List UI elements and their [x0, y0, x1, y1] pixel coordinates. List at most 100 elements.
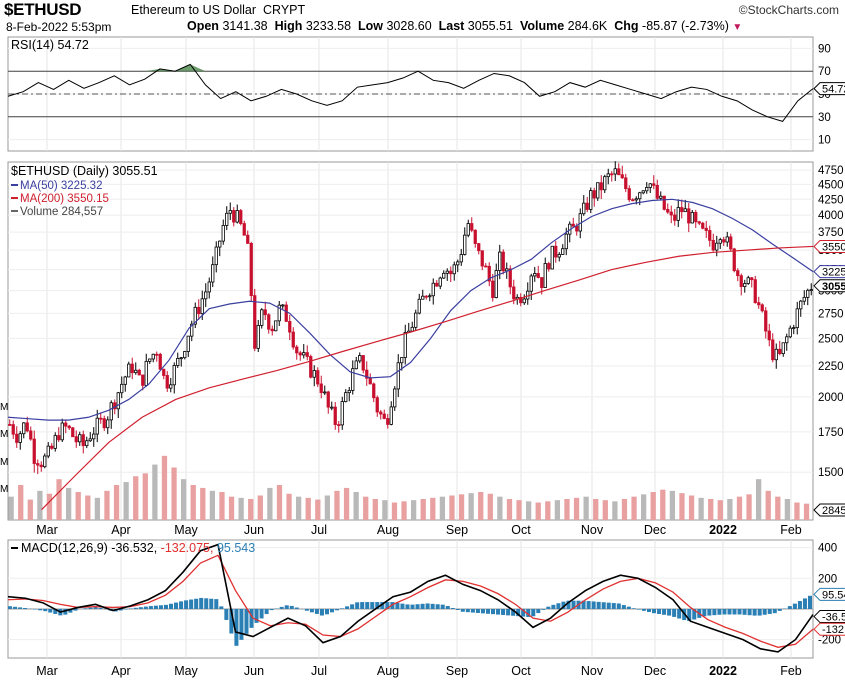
candle-body: [543, 263, 547, 288]
candle-body: [396, 362, 400, 390]
volume-bar: [765, 490, 771, 520]
price-tick-label: 4750: [818, 165, 844, 177]
macd-histogram-bar: [707, 608, 712, 616]
chg-label: Chg: [614, 19, 639, 33]
candle-body: [284, 304, 288, 322]
volume-bar: [85, 495, 91, 520]
candle-body: [53, 435, 57, 449]
volume-bar: [94, 497, 101, 520]
price-tick-label: 4500: [818, 179, 844, 191]
macd-histogram-bar: [68, 608, 73, 613]
candle-body: [666, 208, 670, 213]
volume-bar: [113, 485, 120, 520]
macd-histogram-bar: [143, 606, 148, 609]
macd-histogram-bar: [787, 606, 792, 609]
candle-body: [410, 326, 414, 332]
volume-bar: [228, 496, 235, 520]
candle-body: [414, 312, 418, 328]
candle-body: [540, 277, 544, 288]
high-value: 3233.58: [305, 19, 352, 33]
macd-histogram-bar: [370, 602, 375, 609]
macd-histogram-bar: [138, 607, 143, 609]
candle-body: [631, 199, 635, 202]
candle-body: [704, 227, 708, 231]
price-panel-frame: [7, 161, 814, 521]
candle-body: [613, 168, 617, 175]
candle-body: [246, 234, 250, 244]
macd-x-label: 2022: [709, 664, 737, 678]
macd-histogram-bar: [657, 608, 662, 614]
candle-body: [519, 296, 523, 304]
candle-body: [351, 368, 355, 391]
candle-body: [554, 245, 558, 258]
price-tick-label: 1500: [818, 467, 844, 479]
candle-body: [95, 417, 99, 435]
macd-histogram-bar: [702, 608, 707, 617]
macd-histogram-bar: [485, 608, 490, 614]
macd-histogram-bar: [400, 603, 405, 609]
volume-bar: [784, 499, 791, 520]
volume-bar: [468, 493, 474, 520]
candle-body: [809, 289, 813, 292]
macd-histogram-bar: [98, 607, 103, 609]
macd-histogram-bar: [742, 608, 747, 615]
candle-body: [134, 369, 138, 374]
candle-body: [25, 422, 29, 432]
volume-bar: [526, 501, 532, 520]
candle-body: [442, 272, 446, 279]
volume-bar: [238, 497, 244, 520]
candle-body: [74, 436, 78, 443]
macd-histogram-bar: [8, 606, 13, 609]
candle-body: [669, 211, 673, 216]
candle-body: [746, 277, 750, 284]
volume-bar: [27, 499, 33, 520]
macd-histogram-bar: [672, 608, 677, 617]
volume-bar: [612, 501, 618, 520]
macd-histogram-bar: [606, 602, 611, 609]
macd-signal-legend: -132.075,: [161, 541, 217, 555]
price-tick-label: 2250: [818, 361, 844, 373]
macd-histogram-bar: [460, 608, 465, 612]
chg-value: -85.87 (-2.73%): [642, 19, 729, 33]
last-label: Last: [438, 19, 465, 33]
candle-body: [550, 245, 554, 270]
macd-histogram-bar: [652, 608, 657, 614]
volume-bar: [449, 495, 455, 520]
ma50-legend: MA(50) 3225.32: [20, 180, 102, 192]
candle-body: [655, 184, 659, 199]
macd-histogram-bar: [717, 608, 722, 615]
macd-histogram-bar: [762, 608, 767, 615]
candle-body: [347, 390, 351, 394]
candle-body: [617, 168, 621, 176]
macd-histogram-bar: [199, 597, 204, 609]
candle-body: [242, 223, 246, 236]
volume-bar: [430, 497, 436, 520]
quote-bar: Open 3141.38 High 3233.58 Low 3028.60 La…: [187, 19, 742, 33]
candle-body: [641, 190, 645, 194]
candle-body: [57, 435, 61, 441]
candle-body: [470, 223, 474, 231]
candle-body: [403, 332, 407, 358]
candle-body: [536, 273, 540, 278]
volume-bar: [372, 499, 378, 520]
candle-body: [743, 283, 747, 287]
price-tag-text: 3225: [822, 267, 845, 279]
candle-body: [204, 291, 208, 300]
candle-body: [270, 328, 274, 332]
macd-histogram-bar: [309, 608, 314, 613]
macd-tag-text: -132: [822, 624, 844, 636]
candle-body: [99, 417, 103, 420]
candle-body: [715, 242, 719, 251]
candle-body: [281, 304, 285, 307]
candle-body: [78, 434, 82, 443]
volume-bar: [46, 493, 53, 520]
candle-body: [610, 173, 614, 176]
candle-body: [85, 440, 89, 447]
candle-body: [50, 445, 54, 449]
candle-body: [162, 368, 166, 376]
brand-label[interactable]: ©StockCharts.com: [738, 3, 839, 17]
volume-bar: [679, 493, 685, 520]
macd-histogram-bar: [511, 608, 516, 616]
rsi-tick-label: 90: [818, 43, 831, 55]
